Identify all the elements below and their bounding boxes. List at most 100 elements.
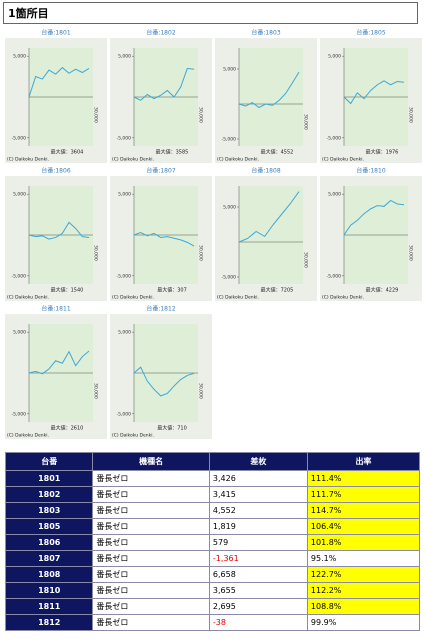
payout-rate: 112.2% <box>306 582 421 599</box>
x-axis-label: 30,000 <box>93 245 99 261</box>
max-label: 最大値：710 <box>157 425 187 432</box>
table-row: 1812 番長ゼロ -38 99.9% <box>4 614 421 631</box>
machine-name: 番長ゼロ <box>92 614 210 631</box>
copyright: (C) Daikoku Denki. <box>112 295 154 301</box>
table-row: 1801 番長ゼロ 3,426 111.4% <box>4 470 421 487</box>
coin-difference: 2,695 <box>208 598 308 615</box>
graph-thumbnail: 台番:1805 5,000 -5,000 30,000 最大値：1976(C) Daik… <box>320 29 422 163</box>
plot-area <box>239 186 303 284</box>
graph-thumbnail: 台番:1810 5,000 -5,000 30,000 最大値：4229(C) Daik… <box>320 167 422 301</box>
machine-number: 1808 <box>4 566 94 583</box>
graph-title: 台番:1810 <box>356 167 385 175</box>
graph-thumbnail: 台番:1812 5,000 -5,000 30,000 最大値：710(C) Daiko… <box>110 305 212 439</box>
copyright: (C) Daikoku Denki. <box>7 433 49 439</box>
y-tick-label: 5,000 <box>13 192 26 198</box>
coin-difference: 6,658 <box>208 566 308 583</box>
x-axis-label: 30,000 <box>303 252 309 268</box>
graph-title: 台番:1807 <box>146 167 175 175</box>
copyright: (C) Daikoku Denki. <box>322 295 364 301</box>
payout-rate: 101.8% <box>306 534 421 551</box>
data-line <box>133 67 195 101</box>
x-axis-label: 30,000 <box>198 107 204 123</box>
coin-difference: 3,415 <box>208 486 308 503</box>
machine-number: 1810 <box>4 582 94 599</box>
y-tick-label: 5,000 <box>118 192 131 198</box>
table-row: 1802 番長ゼロ 3,415 111.7% <box>4 486 421 503</box>
table-row: 1810 番長ゼロ 3,655 112.2% <box>4 582 421 599</box>
graph-thumbnail: 台番:1801 5,000 -5,000 30,000 最大値：3604(C) Daik… <box>5 29 107 163</box>
data-line <box>28 350 90 375</box>
x-axis-label: 30,000 <box>93 107 99 123</box>
max-label: 最大値：7205 <box>261 287 294 294</box>
coin-difference: -1,361 <box>208 550 308 567</box>
x-axis-label: 30,000 <box>408 107 414 123</box>
x-axis-label: 30,000 <box>303 114 309 130</box>
machine-name: 番長ゼロ <box>92 502 210 519</box>
machine-number: 1805 <box>4 518 94 535</box>
graph-thumbnail: 台番:1811 5,000 -5,000 30,000 最大値：2610(C) Daik… <box>5 305 107 439</box>
machine-name: 番長ゼロ <box>92 486 210 503</box>
payout-rate: 122.7% <box>306 566 421 583</box>
machine-name: 番長ゼロ <box>92 566 210 583</box>
result-table: 台番 機種名 差枚 出率 1801 番長ゼロ 3,426 111.4% 1802 番長ゼロ 3,41… <box>4 452 421 631</box>
max-label: 最大値：2610 <box>51 425 84 432</box>
data-line <box>133 232 195 247</box>
graph-title: 台番:1806 <box>41 167 70 175</box>
copyright: (C) Daikoku Denki. <box>112 433 154 439</box>
y-tick-label: 5,000 <box>13 54 26 60</box>
y-tick-label: 5,000 <box>223 205 236 211</box>
copyright: (C) Daikoku Denki. <box>217 295 259 301</box>
payout-rate: 99.9% <box>306 614 421 631</box>
copyright: (C) Daikoku Denki. <box>217 157 259 163</box>
machine-number: 1812 <box>4 614 94 631</box>
y-tick-label: 5,000 <box>328 192 341 198</box>
copyright: (C) Daikoku Denki. <box>112 157 154 163</box>
data-line <box>133 366 195 397</box>
y-tick-label: -5,000 <box>326 273 341 279</box>
x-axis-label: 30,000 <box>408 245 414 261</box>
max-label: 最大値：3585 <box>156 149 189 156</box>
column-header: 差枚 <box>208 452 308 471</box>
max-label: 最大値：1540 <box>51 287 84 294</box>
copyright: (C) Daikoku Denki. <box>7 157 49 163</box>
table-row: 1806 番長ゼロ 579 101.8% <box>4 534 421 551</box>
y-tick-label: -5,000 <box>221 275 236 281</box>
max-label: 最大値：4552 <box>261 149 294 156</box>
y-tick-label: -5,000 <box>11 411 26 417</box>
machine-number: 1802 <box>4 486 94 503</box>
machine-number: 1807 <box>4 550 94 567</box>
payout-rate: 95.1% <box>306 550 421 567</box>
data-line <box>343 80 405 105</box>
y-tick-label: -5,000 <box>221 137 236 143</box>
machine-number: 1803 <box>4 502 94 519</box>
payout-rate: 108.8% <box>306 598 421 615</box>
table-row: 1803 番長ゼロ 4,552 114.7% <box>4 502 421 519</box>
data-line <box>343 199 405 236</box>
machine-name: 番長ゼロ <box>92 534 210 551</box>
graph-thumbnail: 台番:1806 5,000 -5,000 30,000 最大値：1540(C) Daik… <box>5 167 107 301</box>
x-axis-label: 30,000 <box>198 383 204 399</box>
column-header: 機種名 <box>92 452 210 471</box>
y-tick-label: 5,000 <box>328 54 341 60</box>
column-header: 出率 <box>306 452 421 471</box>
machine-name: 番長ゼロ <box>92 470 210 487</box>
max-label: 最大値：3604 <box>51 149 84 156</box>
data-line <box>238 191 300 243</box>
copyright: (C) Daikoku Denki. <box>322 157 364 163</box>
graph-title: 台番:1808 <box>251 167 280 175</box>
graph-title: 台番:1802 <box>146 29 175 37</box>
graph-thumbnail: 台番:1807 5,000 -5,000 30,000 最大値：307(C) Daiko… <box>110 167 212 301</box>
max-label: 最大値：307 <box>157 287 187 294</box>
payout-rate: 106.4% <box>306 518 421 535</box>
y-tick-label: 5,000 <box>13 330 26 336</box>
machine-name: 番長ゼロ <box>92 550 210 567</box>
payout-rate: 111.7% <box>306 486 421 503</box>
section-title: 1箇所目 <box>3 2 418 24</box>
y-tick-label: -5,000 <box>11 273 26 279</box>
machine-name: 番長ゼロ <box>92 518 210 535</box>
y-tick-label: 5,000 <box>223 67 236 73</box>
payout-rate: 114.7% <box>306 502 421 519</box>
machine-number: 1801 <box>4 470 94 487</box>
